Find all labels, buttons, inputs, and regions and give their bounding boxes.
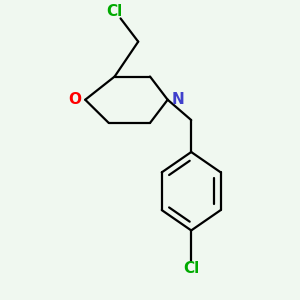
Text: Cl: Cl xyxy=(106,4,123,19)
Text: O: O xyxy=(68,92,81,107)
Text: N: N xyxy=(172,92,184,107)
Text: Cl: Cl xyxy=(183,261,199,276)
